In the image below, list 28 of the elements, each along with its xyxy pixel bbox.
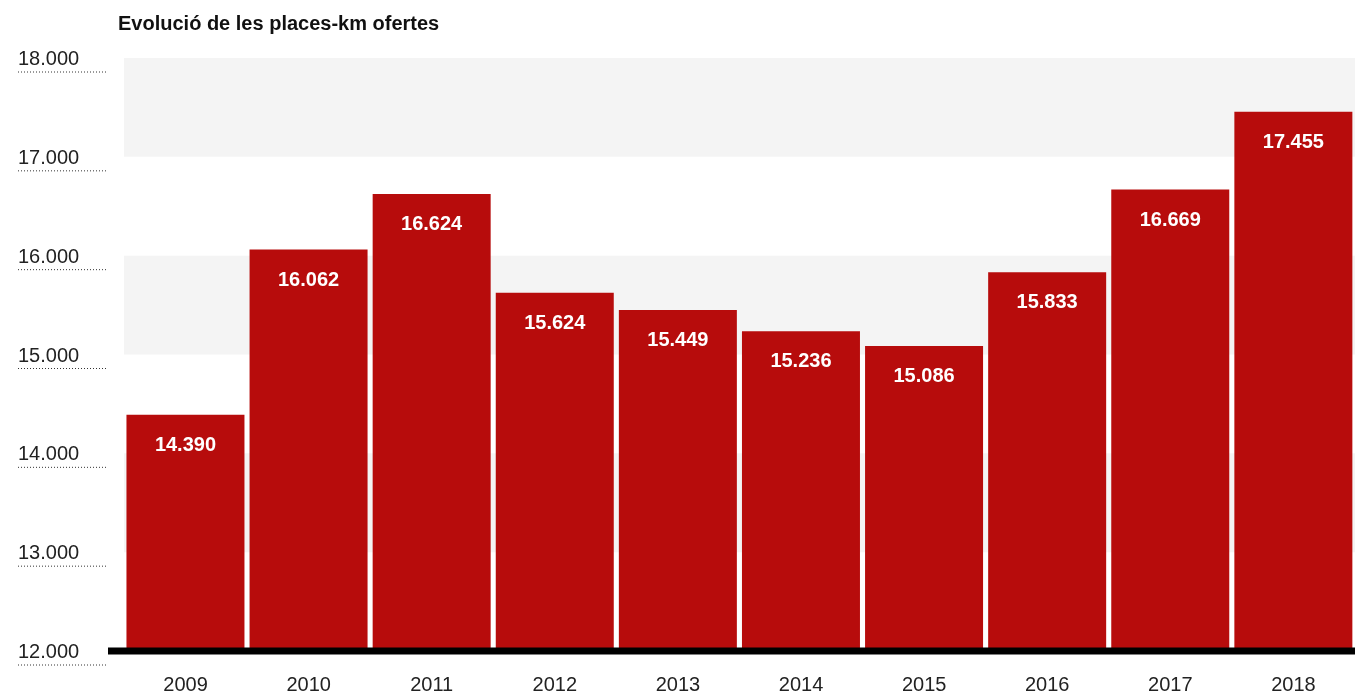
x-tick-label: 2010	[286, 673, 331, 696]
data-label: 15.086	[893, 364, 955, 387]
data-label: 15.624	[524, 311, 587, 334]
data-label: 17.455	[1262, 130, 1324, 153]
x-tick-label: 2011	[410, 673, 454, 696]
data-label: 16.624	[401, 212, 464, 235]
data-label: 16.669	[1139, 207, 1201, 230]
data-label: 16.062	[277, 267, 340, 290]
x-tick-label: 2017	[1148, 673, 1193, 696]
x-tick-label: 2013	[655, 673, 701, 696]
x-tick-label: 2016	[1025, 673, 1070, 696]
data-label: 15.833	[1016, 290, 1078, 313]
data-label: 15.236	[770, 349, 832, 372]
y-tick-label: 13.000	[18, 541, 80, 564]
chart-title: Evolució de les places-km ofertes	[118, 12, 440, 35]
data-label: 15.449	[647, 328, 709, 351]
y-tick-label: 18.000	[18, 47, 80, 69]
x-tick-label: 2015	[901, 673, 947, 696]
y-tick-label: 17.000	[18, 145, 80, 168]
x-tick-label: 2012	[532, 673, 578, 696]
x-tick-label: 2018	[1271, 673, 1316, 696]
x-tick-label: 2009	[163, 673, 208, 696]
y-tick-label: 15.000	[18, 343, 80, 366]
x-tick-label: 2014	[778, 673, 824, 696]
data-label: 14.390	[154, 432, 217, 455]
y-tick-label: 16.000	[18, 244, 80, 267]
y-tick-label: 12.000	[18, 640, 80, 662]
y-tick-label: 14.000	[18, 442, 80, 465]
